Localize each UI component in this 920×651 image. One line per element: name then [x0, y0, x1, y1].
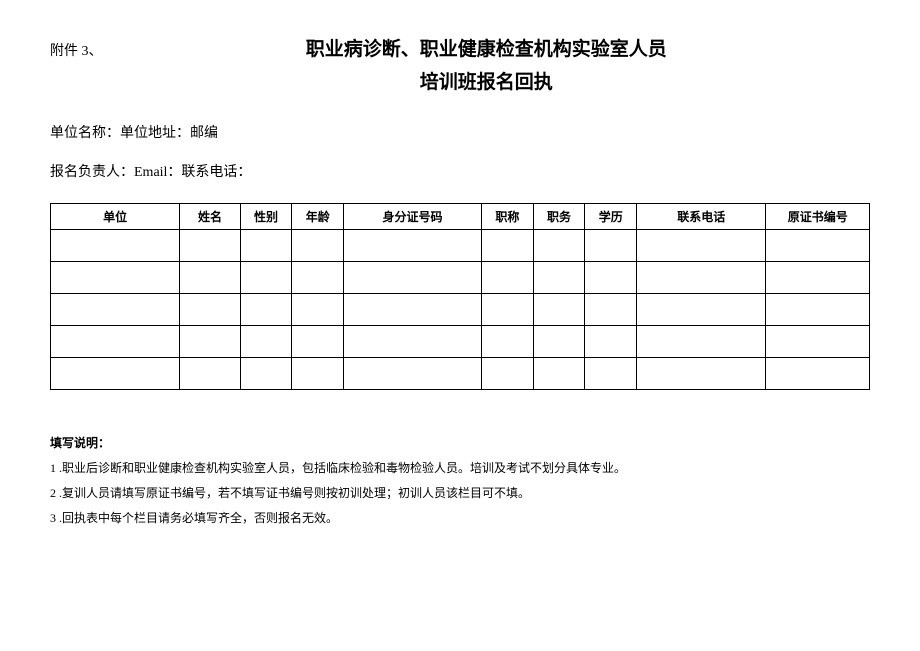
note-item: 3 .回执表中每个栏目请务必填写齐全，否则报名无效。: [50, 507, 870, 530]
table-cell: [180, 294, 240, 326]
table-cell: [533, 326, 585, 358]
table-cell: [585, 230, 637, 262]
table-cell: [344, 326, 482, 358]
table-cell: [637, 358, 766, 390]
table-header-cell: 学历: [585, 204, 637, 230]
table-header-cell: 性别: [240, 204, 292, 230]
table-cell: [344, 294, 482, 326]
header-row: 附件 3、 职业病诊断、职业健康检查机构实验室人员 培训班报名回执: [50, 36, 870, 97]
table-cell: [344, 262, 482, 294]
table-header-cell: 身分证号码: [344, 204, 482, 230]
table-row: [51, 294, 870, 326]
table-cell: [344, 230, 482, 262]
table-cell: [292, 358, 344, 390]
table-cell: [766, 262, 870, 294]
table-cell: [51, 262, 180, 294]
table-header-row: 单位姓名性别年龄身分证号码职称职务学历联系电话原证书编号: [51, 204, 870, 230]
table-cell: [482, 294, 534, 326]
table-header-cell: 联系电话: [637, 204, 766, 230]
table-cell: [51, 230, 180, 262]
table-cell: [482, 358, 534, 390]
table-header-cell: 原证书编号: [766, 204, 870, 230]
note-item: 2 .复训人员请填写原证书编号，若不填写证书编号则按初训处理；初训人员该栏目可不…: [50, 482, 870, 505]
table-cell: [51, 358, 180, 390]
table-cell: [292, 230, 344, 262]
table-cell: [180, 358, 240, 390]
table-cell: [533, 230, 585, 262]
table-row: [51, 230, 870, 262]
table-header-cell: 年龄: [292, 204, 344, 230]
table-cell: [240, 262, 292, 294]
table-header-cell: 职称: [482, 204, 534, 230]
table-header-cell: 单位: [51, 204, 180, 230]
title-line-1: 职业病诊断、职业健康检查机构实验室人员: [103, 36, 871, 65]
table-cell: [240, 326, 292, 358]
table-cell: [482, 230, 534, 262]
table-header-cell: 姓名: [180, 204, 240, 230]
table-cell: [637, 294, 766, 326]
table-cell: [637, 230, 766, 262]
table-row: [51, 326, 870, 358]
table-cell: [585, 294, 637, 326]
title-line-2: 培训班报名回执: [103, 69, 871, 98]
table-cell: [240, 294, 292, 326]
info-line-contact: 报名负责人：Email：联系电话：: [50, 160, 870, 185]
table-cell: [482, 326, 534, 358]
table-cell: [585, 262, 637, 294]
table-cell: [240, 230, 292, 262]
table-cell: [637, 326, 766, 358]
info-block: 单位名称：单位地址：邮编 报名负责人：Email：联系电话：: [50, 121, 870, 185]
table-cell: [344, 358, 482, 390]
note-item: 1 .职业后诊断和职业健康检查机构实验室人员，包括临床检验和毒物检验人员。培训及…: [50, 457, 870, 480]
table-cell: [585, 358, 637, 390]
table-cell: [766, 230, 870, 262]
table-cell: [180, 326, 240, 358]
table-cell: [292, 326, 344, 358]
registration-table: 单位姓名性别年龄身分证号码职称职务学历联系电话原证书编号: [50, 203, 870, 390]
table-cell: [482, 262, 534, 294]
table-cell: [533, 262, 585, 294]
table-cell: [180, 230, 240, 262]
table-row: [51, 262, 870, 294]
table-cell: [180, 262, 240, 294]
table-cell: [637, 262, 766, 294]
table-cell: [292, 262, 344, 294]
table-cell: [533, 294, 585, 326]
attachment-label: 附件 3、: [50, 40, 103, 60]
info-line-unit: 单位名称：单位地址：邮编: [50, 121, 870, 146]
notes-block: 填写说明： 1 .职业后诊断和职业健康检查机构实验室人员，包括临床检验和毒物检验…: [50, 432, 870, 529]
table-row: [51, 358, 870, 390]
table-cell: [766, 326, 870, 358]
title-block: 职业病诊断、职业健康检查机构实验室人员 培训班报名回执: [103, 36, 871, 97]
table-cell: [240, 358, 292, 390]
table-header-cell: 职务: [533, 204, 585, 230]
table-cell: [51, 326, 180, 358]
table-cell: [51, 294, 180, 326]
table-cell: [292, 294, 344, 326]
table-cell: [533, 358, 585, 390]
table-cell: [766, 358, 870, 390]
table-cell: [585, 326, 637, 358]
table-cell: [766, 294, 870, 326]
notes-title: 填写说明：: [50, 432, 870, 455]
table-body: [51, 230, 870, 390]
